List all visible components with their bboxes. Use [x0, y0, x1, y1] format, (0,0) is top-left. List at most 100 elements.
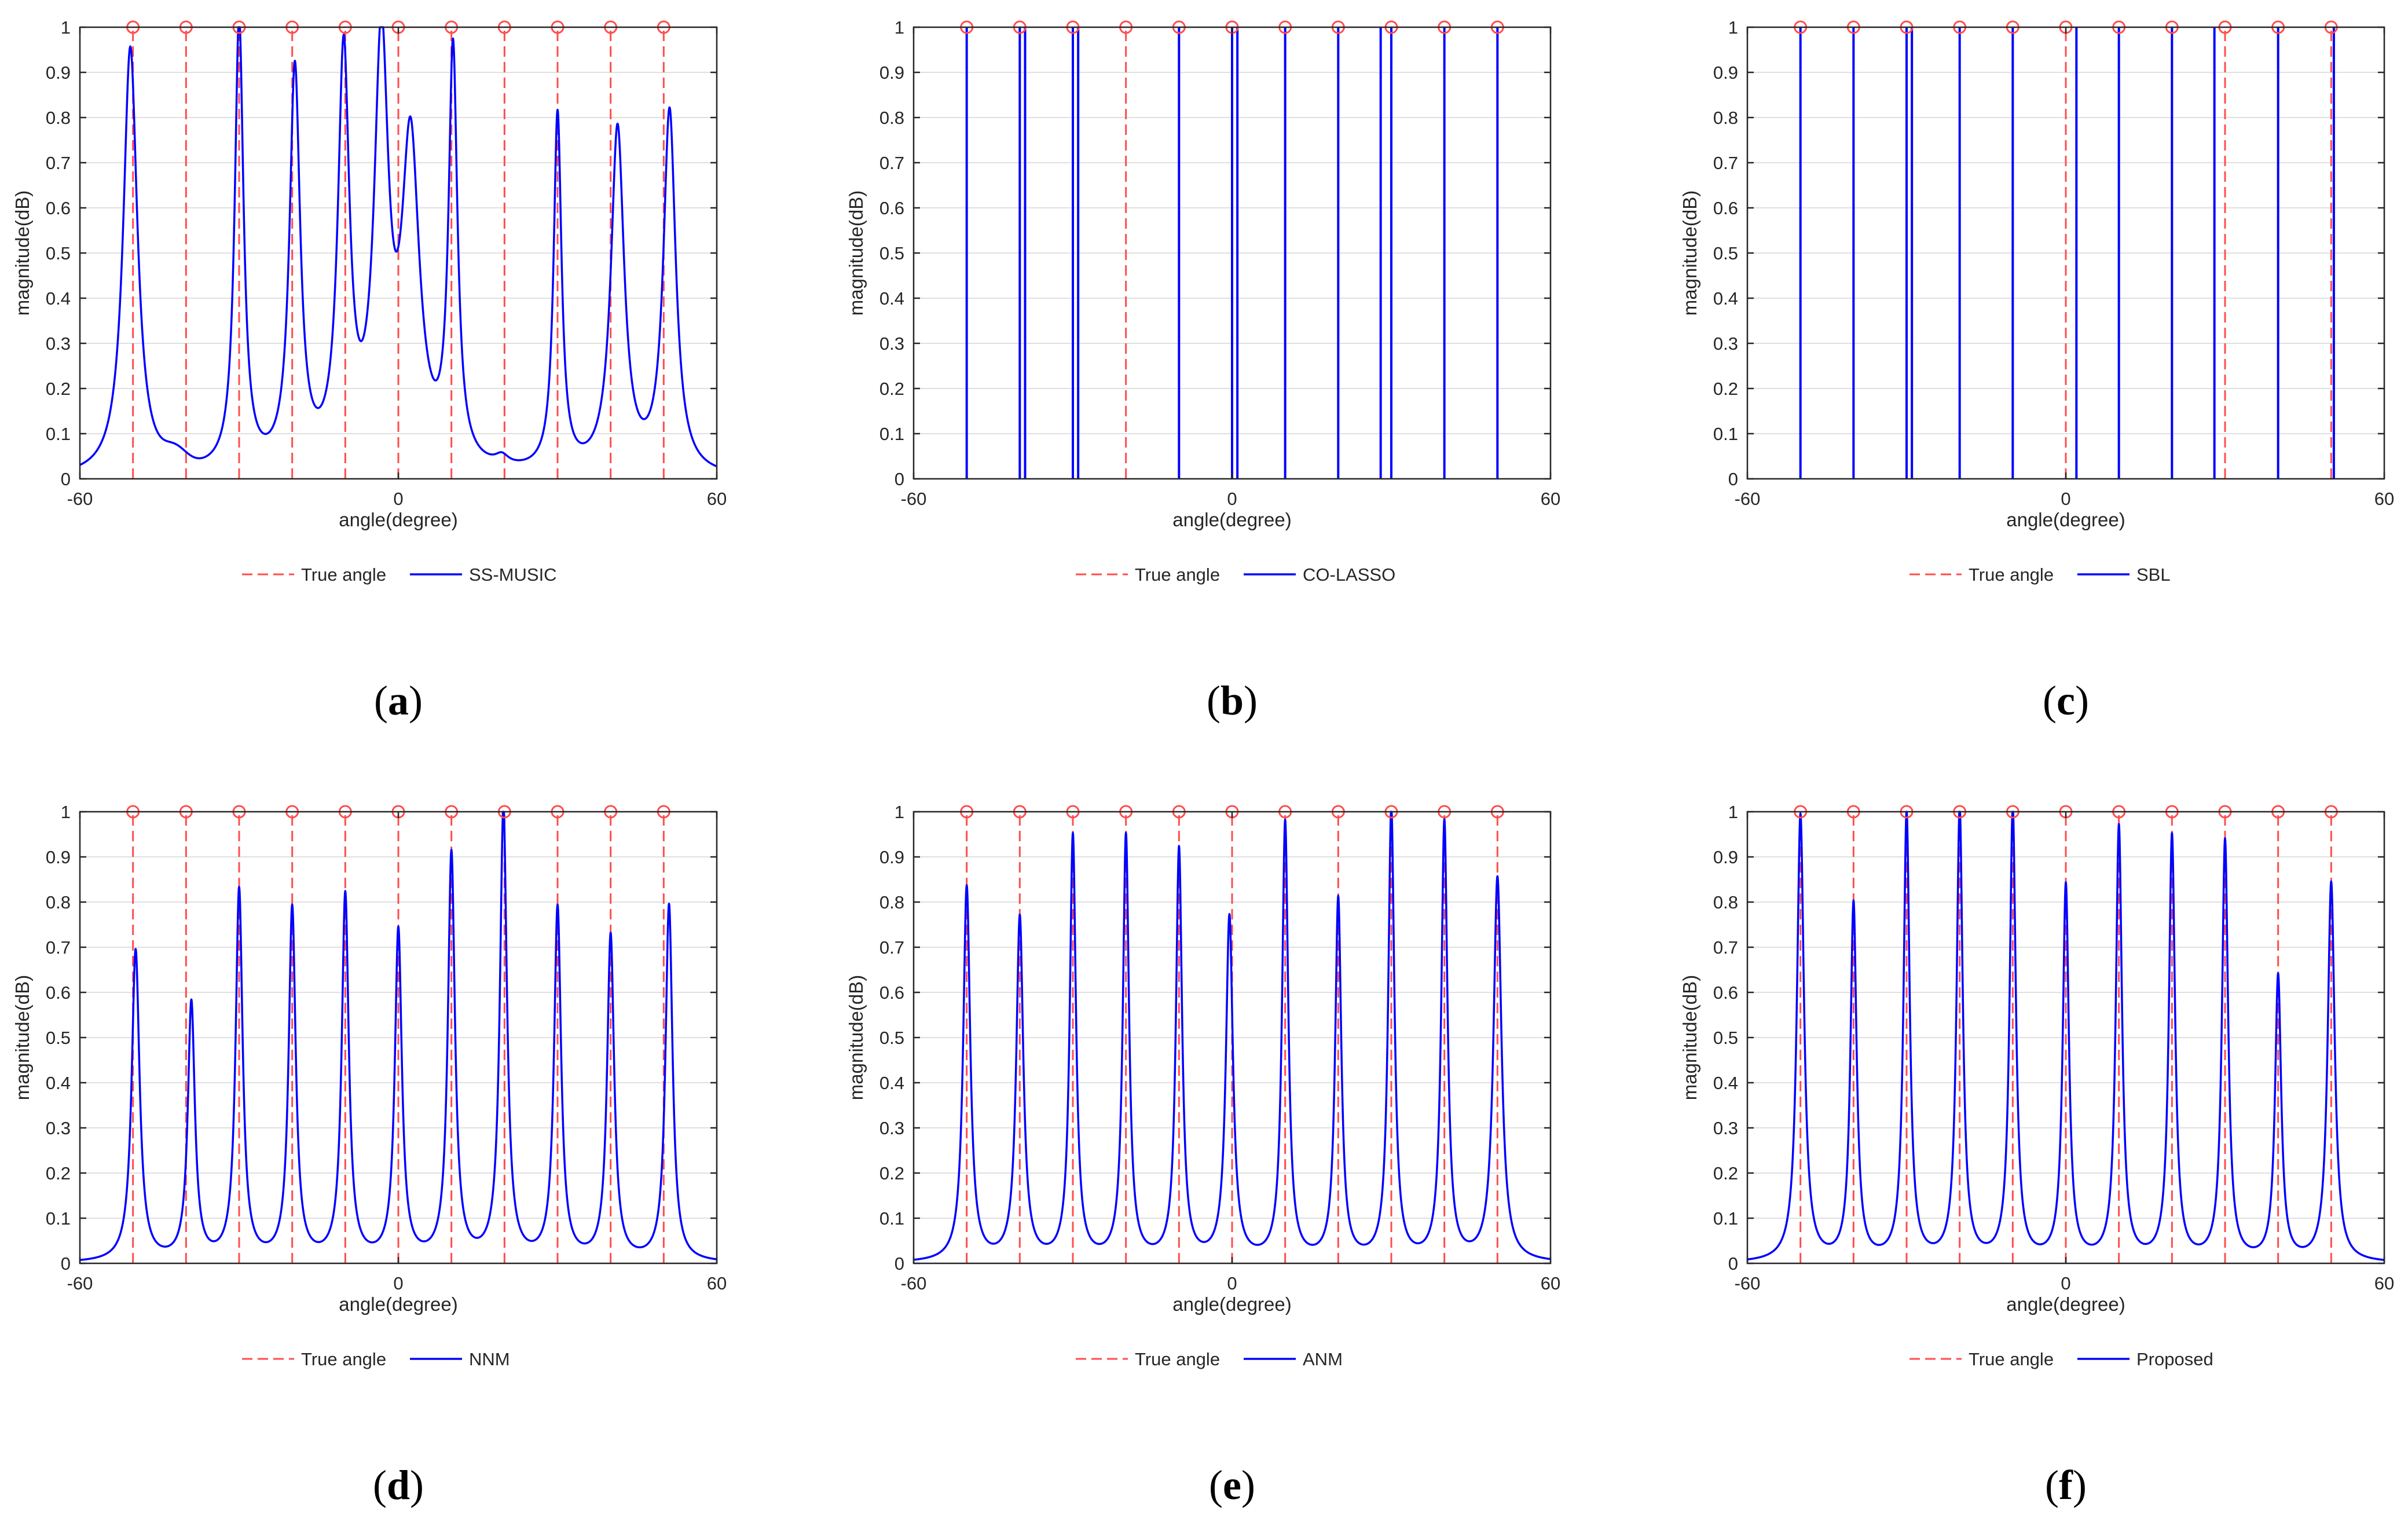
y-tick-label: 0.1 — [879, 1208, 904, 1229]
x-tick-label: 60 — [707, 489, 727, 509]
y-tick-label: 0.5 — [1713, 243, 1738, 263]
y-tick-label: 0 — [895, 1254, 904, 1274]
y-tick-label: 0.2 — [879, 1163, 904, 1183]
x-tick-label: 0 — [393, 1273, 403, 1293]
y-tick-label: 1 — [895, 802, 904, 822]
y-tick-label: 0.9 — [879, 847, 904, 867]
legend-method-label: SBL — [2136, 565, 2171, 585]
y-tick-label: 0.3 — [46, 1118, 71, 1138]
y-tick-label: 0.2 — [1713, 379, 1738, 399]
y-tick-label: 0 — [895, 469, 904, 489]
y-tick-label: 0.6 — [46, 983, 71, 1003]
y-tick-label: 1 — [61, 17, 71, 38]
panel-label: (e) — [1209, 1462, 1255, 1508]
y-tick-label: 0.3 — [1713, 333, 1738, 354]
y-tick-label: 0.3 — [879, 1118, 904, 1138]
y-tick-label: 0.1 — [46, 1208, 71, 1229]
y-axis-label: magnitude(dB) — [845, 190, 867, 316]
y-tick-label: 0.5 — [46, 243, 71, 263]
y-tick-label: 0.9 — [1713, 63, 1738, 83]
legend-true-angle-label: True angle — [1135, 1349, 1220, 1369]
y-tick-label: 1 — [895, 17, 904, 38]
y-tick-label: 0.8 — [46, 108, 71, 128]
panel-label: (b) — [1207, 677, 1258, 724]
x-tick-label: 0 — [1227, 489, 1237, 509]
legend-method-label: ANM — [1303, 1349, 1343, 1369]
x-axis-label: angle(degree) — [1172, 509, 1291, 530]
chart-panel-e: 00.10.20.30.40.50.60.70.80.91-60 0 60angle… — [845, 802, 1560, 1508]
y-axis-label: magnitude(dB) — [845, 975, 867, 1100]
panel-label-part: f — [2059, 1462, 2073, 1508]
x-tick-label: -60 — [901, 489, 927, 509]
y-tick-label: 0.4 — [46, 288, 71, 309]
y-tick-label: 0.8 — [879, 108, 904, 128]
spectrum-line — [79, 26, 718, 468]
y-tick-label: 0.1 — [1713, 1208, 1738, 1229]
y-axis-label: magnitude(dB) — [1679, 975, 1700, 1100]
x-axis-label: angle(degree) — [2006, 1293, 2125, 1315]
y-tick-label: 0.5 — [1713, 1028, 1738, 1048]
legend-true-angle-label: True angle — [301, 1349, 386, 1369]
y-tick-label: 0 — [1728, 1254, 1738, 1274]
y-tick-label: 0.5 — [46, 1028, 71, 1048]
y-tick-label: 0.9 — [879, 63, 904, 83]
y-tick-label: 0.7 — [1713, 153, 1738, 173]
panel-label-part: d — [387, 1462, 410, 1508]
y-tick-label: 0.6 — [879, 983, 904, 1003]
panel-label-part: ) — [2075, 677, 2089, 724]
y-tick-label: 0.4 — [46, 1073, 71, 1093]
panel-label: (d) — [373, 1462, 424, 1508]
x-axis-label: angle(degree) — [339, 1293, 457, 1315]
y-tick-label: 0.2 — [46, 1163, 71, 1183]
legend-true-angle-label: True angle — [301, 565, 386, 585]
x-tick-label: 60 — [2374, 489, 2394, 509]
panel-label-part: ( — [2043, 677, 2057, 724]
y-tick-label: 0 — [1728, 469, 1738, 489]
chart-panel-c: 00.10.20.30.40.50.60.70.80.91-60 0 60angle… — [1679, 17, 2394, 724]
chart-panel-d: 00.10.20.30.40.50.60.70.80.91-60 0 60angle… — [12, 802, 727, 1508]
panel-label-part: ( — [374, 677, 388, 724]
y-tick-label: 0.2 — [1713, 1163, 1738, 1183]
y-tick-label: 0.4 — [879, 288, 904, 309]
chart-panel-a: 00.10.20.30.40.50.60.70.80.91-60 0 60angle… — [12, 17, 727, 724]
y-tick-label: 0.3 — [879, 333, 904, 354]
panel-label-part: e — [1223, 1462, 1241, 1508]
x-tick-label: 0 — [2061, 1273, 2070, 1293]
y-tick-label: 0.1 — [46, 424, 71, 444]
x-tick-label: -60 — [67, 489, 93, 509]
y-tick-label: 0 — [61, 1254, 71, 1274]
panel-label-part: ( — [1209, 1462, 1223, 1508]
y-tick-label: 0.9 — [1713, 847, 1738, 867]
y-axis-label: magnitude(dB) — [1679, 190, 1700, 316]
panel-label: (a) — [374, 677, 423, 724]
legend-method-label: Proposed — [2136, 1349, 2213, 1369]
y-tick-label: 0.5 — [879, 1028, 904, 1048]
panel-label-part: ) — [409, 677, 423, 724]
y-tick-label: 0.8 — [1713, 108, 1738, 128]
x-tick-label: 0 — [2061, 489, 2070, 509]
y-tick-label: 0.3 — [46, 333, 71, 354]
x-axis-label: angle(degree) — [1172, 1293, 1291, 1315]
y-tick-label: 0.3 — [1713, 1118, 1738, 1138]
y-tick-label: 0.1 — [1713, 424, 1738, 444]
y-tick-label: 0.4 — [879, 1073, 904, 1093]
legend-true-angle-label: True angle — [1969, 565, 2054, 585]
panel-label-part: ) — [1241, 1462, 1255, 1508]
y-axis-label: magnitude(dB) — [12, 190, 33, 316]
panel-label-part: a — [388, 677, 409, 724]
x-tick-label: 60 — [707, 1273, 727, 1293]
x-tick-label: -60 — [1735, 489, 1761, 509]
y-tick-label: 0.6 — [879, 198, 904, 218]
panel-label-part: ) — [410, 1462, 424, 1508]
x-tick-label: 60 — [1541, 489, 1560, 509]
x-tick-label: -60 — [901, 1273, 927, 1293]
panel-label: (f) — [2045, 1462, 2087, 1508]
legend-true-angle-label: True angle — [1969, 1349, 2054, 1369]
panel-label-part: ( — [2045, 1462, 2059, 1508]
y-tick-label: 0.1 — [879, 424, 904, 444]
y-tick-label: 0.6 — [46, 198, 71, 218]
panel-label-part: c — [2057, 677, 2075, 724]
x-axis-label: angle(degree) — [339, 509, 457, 530]
y-tick-label: 0.7 — [879, 937, 904, 958]
